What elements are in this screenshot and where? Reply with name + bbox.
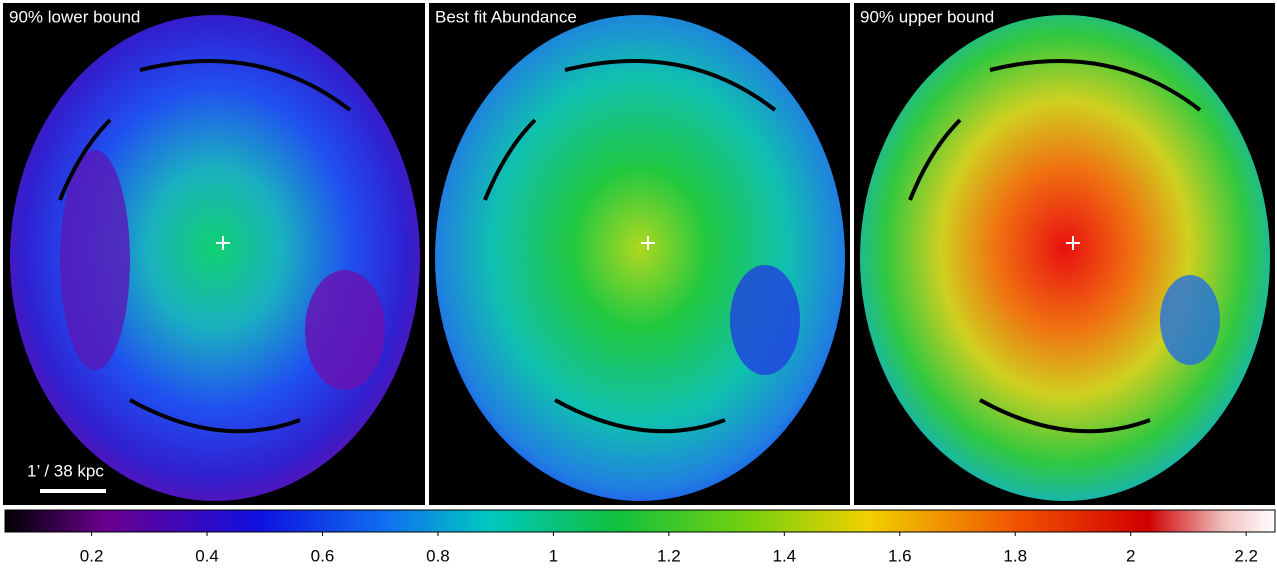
blob	[60, 150, 130, 370]
tick-label: 2.2	[1234, 546, 1258, 565]
blob	[730, 265, 800, 375]
figure: 90% lower bound 1’ / 38 kpc Best fit Abu…	[0, 0, 1277, 573]
blob	[305, 270, 385, 390]
tick-label: 0.4	[195, 546, 219, 565]
panel: 90% upper bound	[854, 3, 1275, 505]
tick-label: 0.6	[311, 546, 335, 565]
tick-label: 2	[1126, 546, 1135, 565]
panel-title: Best fit Abundance	[435, 7, 577, 26]
blob	[1160, 275, 1220, 365]
tick-label: 1.6	[888, 546, 912, 565]
panel-title: 90% upper bound	[860, 7, 994, 26]
tick-label: 1.8	[1003, 546, 1027, 565]
tick-label: 1.2	[657, 546, 681, 565]
tick-label: 1	[549, 546, 558, 565]
tick-label: 1.4	[772, 546, 796, 565]
tick-label: 0.8	[426, 546, 450, 565]
panel: 90% lower bound 1’ / 38 kpc	[3, 3, 425, 505]
scale-label: 1’ / 38 kpc	[27, 461, 104, 480]
colorbar	[5, 510, 1275, 532]
tick-label: 0.2	[80, 546, 104, 565]
panel-title: 90% lower bound	[9, 7, 140, 26]
panel: Best fit Abundance	[429, 3, 850, 505]
